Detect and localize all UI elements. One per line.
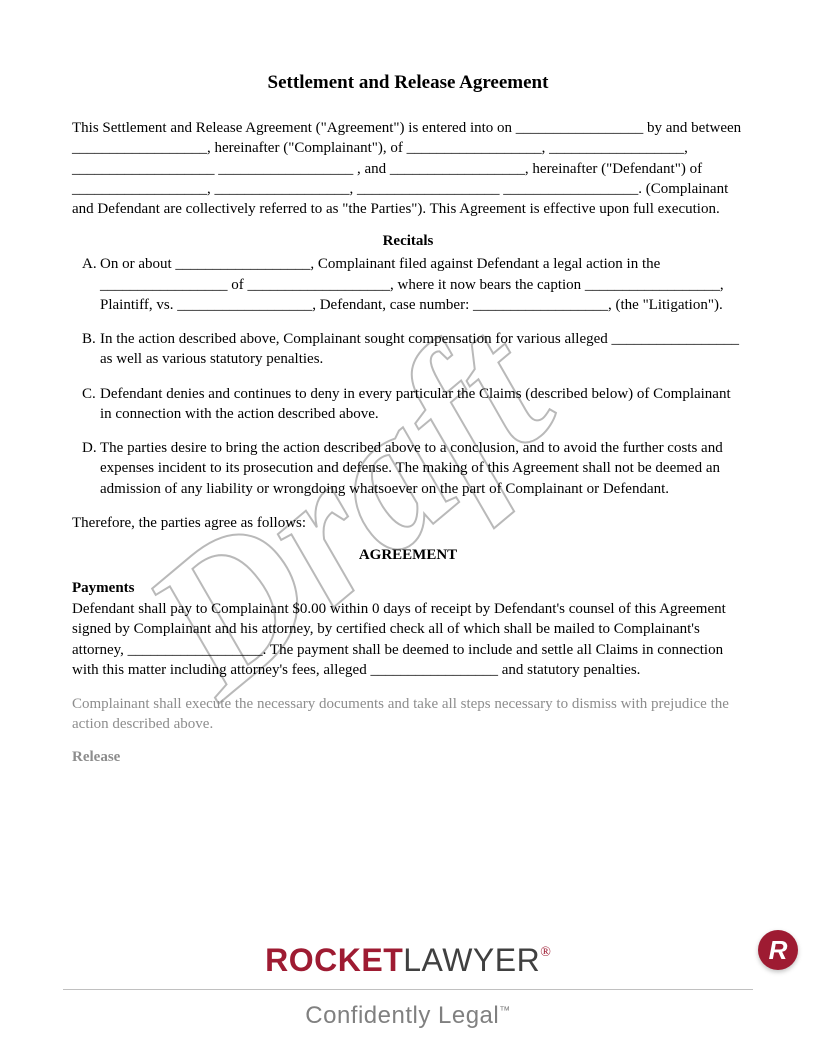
- therefore-line: Therefore, the parties agree as follows:: [72, 513, 744, 533]
- dismiss-paragraph: Complainant shall execute the necessary …: [72, 694, 744, 735]
- registered-mark: ®: [540, 945, 551, 960]
- release-heading: Release: [72, 749, 744, 766]
- agreement-heading: AGREEMENT: [72, 547, 744, 564]
- footer: ROCKETLAWYER® Confidently Legal™ R: [0, 942, 816, 1056]
- recital-item: D. The parties desire to bring the actio…: [100, 438, 744, 499]
- recital-item: C. Defendant denies and continues to den…: [100, 384, 744, 425]
- tagline: Confidently Legal™: [0, 1002, 816, 1056]
- brand-badge-icon: R: [758, 930, 798, 970]
- payments-heading: Payments: [72, 580, 744, 597]
- recitals-heading: Recitals: [72, 233, 744, 250]
- trademark-symbol: ™: [499, 1005, 511, 1017]
- brand-logo: ROCKETLAWYER®: [0, 942, 816, 979]
- tagline-text: Confidently Legal: [305, 1002, 499, 1029]
- recital-text: The parties desire to bring the action d…: [100, 440, 723, 497]
- logo-word-rocket: ROCKET: [265, 942, 403, 978]
- recital-letter: B.: [82, 329, 96, 349]
- recital-item: A. On or about __________________, Compl…: [100, 254, 744, 315]
- recital-letter: D.: [82, 438, 97, 458]
- payments-paragraph: Defendant shall pay to Complainant $0.00…: [72, 599, 744, 680]
- footer-divider: [63, 989, 753, 990]
- recital-text: Defendant denies and continues to deny i…: [100, 386, 731, 422]
- recitals-list: A. On or about __________________, Compl…: [72, 254, 744, 499]
- recital-item: B. In the action described above, Compla…: [100, 329, 744, 370]
- document-title: Settlement and Release Agreement: [72, 72, 744, 94]
- recital-letter: A.: [82, 254, 97, 274]
- logo-word-lawyer: LAWYER: [403, 942, 540, 978]
- document-page: Settlement and Release Agreement This Se…: [0, 0, 816, 766]
- recital-text: On or about __________________, Complain…: [100, 256, 724, 313]
- intro-paragraph: This Settlement and Release Agreement ("…: [72, 118, 744, 219]
- recital-letter: C.: [82, 384, 96, 404]
- recital-text: In the action described above, Complaina…: [100, 331, 739, 367]
